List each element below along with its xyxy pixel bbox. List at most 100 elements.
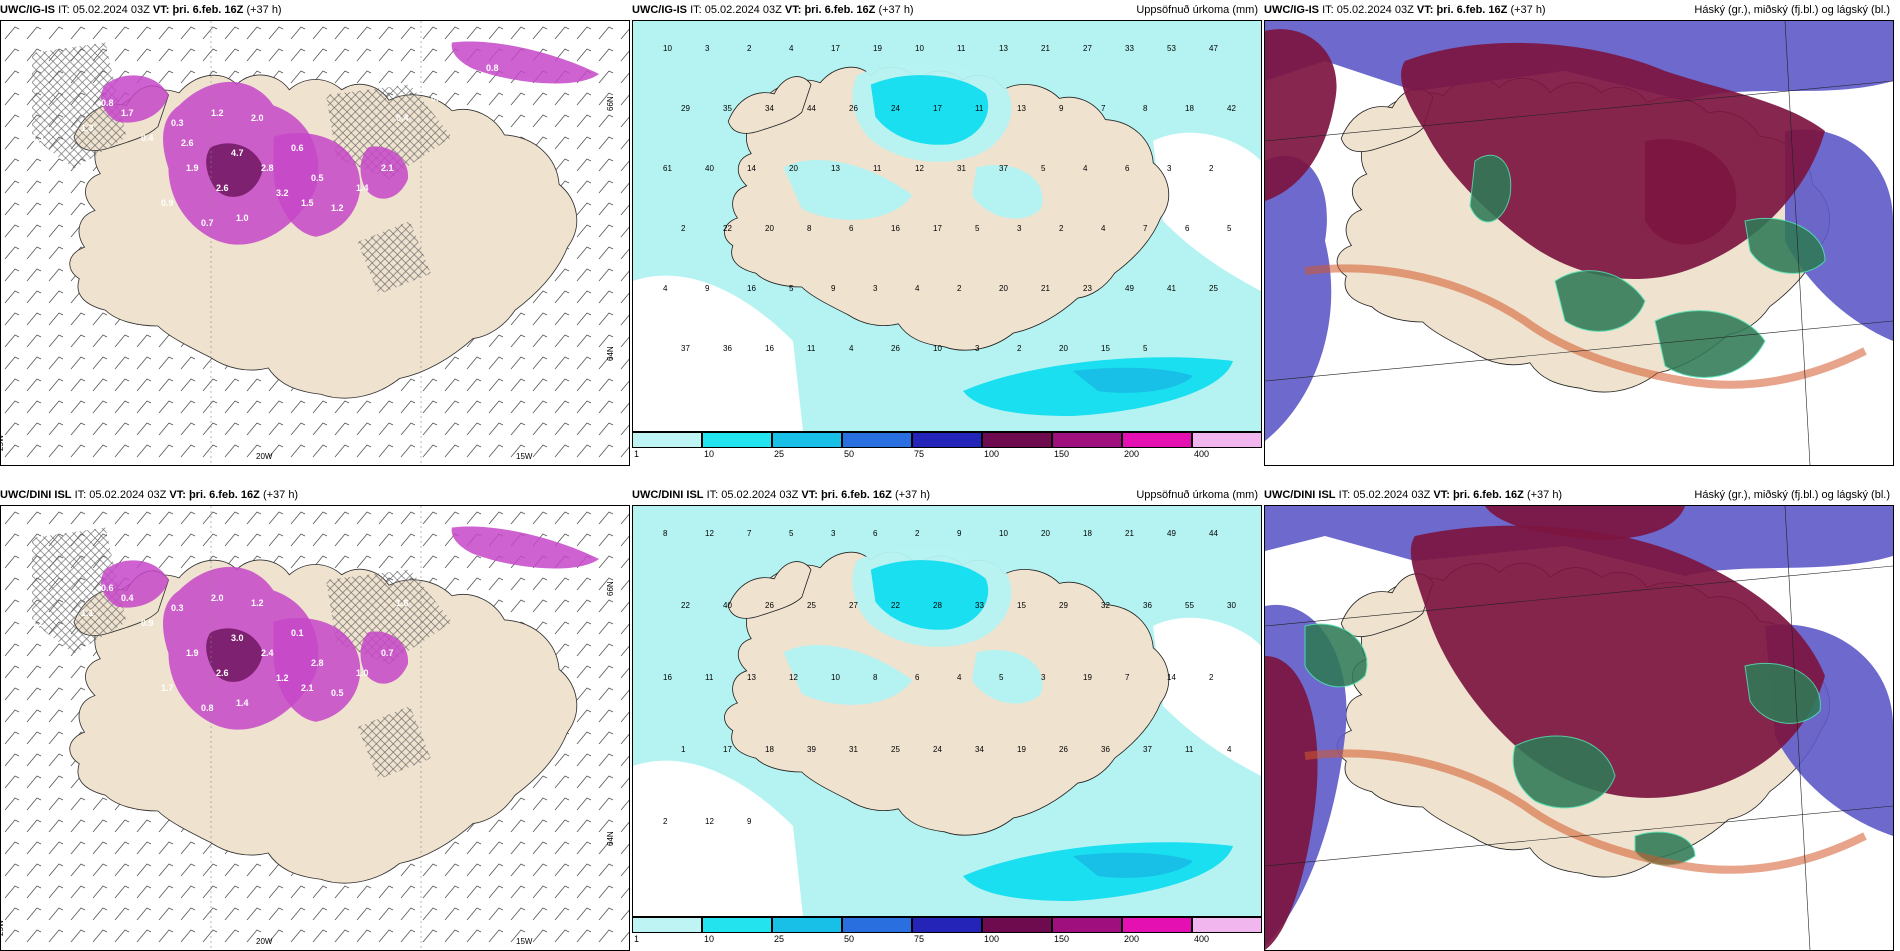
accum-value-label: 15 — [1017, 601, 1026, 610]
lead-time: (+37 h) — [894, 489, 931, 501]
accum-value-label: 18 — [765, 745, 774, 754]
grid-line — [1265, 805, 1893, 867]
colorbar-swatch — [1052, 432, 1122, 448]
accum-value-label: 11 — [873, 164, 882, 173]
precip-value-label: 1.6 — [396, 598, 409, 608]
colorbar-swatch — [772, 432, 842, 448]
accum-value-label: 2 — [1209, 164, 1214, 173]
colorbar-tick-label: 200 — [1124, 449, 1140, 459]
axis-label: 20W — [256, 937, 273, 946]
accum-value-label: 12 — [705, 529, 714, 538]
colorbar-tick-label: 200 — [1124, 934, 1140, 944]
model-name: UWC/DINI ISL — [0, 489, 72, 501]
it-value: 05.02.2024 03Z — [1353, 489, 1431, 501]
model-name: UWC/IG-IS — [0, 4, 55, 16]
accum-value-label: 20 — [765, 224, 774, 233]
precip-value-label: 2.6 — [216, 668, 229, 678]
accum-value-label: 3 — [1167, 164, 1172, 173]
accum-value-label: 26 — [1059, 745, 1068, 754]
accum-value-label: 25 — [1209, 284, 1218, 293]
accum-value-label: 16 — [891, 224, 900, 233]
accum-value-label: 9 — [705, 284, 710, 293]
vt-label: VT: — [152, 4, 170, 16]
accum-value-label: 27 — [849, 601, 858, 610]
accum-value-label: 2 — [747, 44, 752, 53]
accum-value-label: 2 — [1209, 673, 1214, 682]
accum-value-label: 24 — [891, 104, 900, 113]
accum-value-label: 42 — [1227, 104, 1236, 113]
accum-value-label: 39 — [807, 745, 816, 754]
precip-value-label: 0.9 — [141, 618, 154, 628]
accum-value-label: 18 — [1083, 529, 1092, 538]
accum-value-label: 12 — [789, 673, 798, 682]
vt-value: þri. 6.feb. 16Z — [172, 4, 244, 16]
accum-value-label: 4 — [849, 344, 854, 353]
accum-value-label: 9 — [1059, 104, 1064, 113]
precip-value-label: 1.4 — [236, 698, 249, 708]
accum-value-label: 10 — [933, 344, 942, 353]
precip-value-label: 0.5 — [331, 688, 344, 698]
vt-value: þri. 6.feb. 16Z — [1452, 489, 1524, 501]
accum-value-label: 31 — [849, 745, 858, 754]
low-cloud-area — [1744, 217, 1826, 274]
precip-value-label: 0.3 — [171, 118, 184, 128]
precip-value-label: 2.0 — [251, 113, 264, 123]
colorbar-swatch — [842, 917, 912, 933]
precip-value-label: 0.7 — [201, 218, 214, 228]
accum-value-label: 24 — [933, 745, 942, 754]
vt-label: VT: — [801, 489, 818, 501]
colorbar-swatch — [702, 432, 772, 448]
accum-value-label: 33 — [1125, 44, 1134, 53]
precip-area — [273, 133, 361, 237]
accum-value-label: 44 — [1209, 529, 1218, 538]
accum-value-label: 5 — [1143, 344, 1148, 353]
precip-value-label: 1.1 — [81, 608, 94, 618]
accum-value-label: 16 — [663, 673, 672, 682]
accum-value-label: 19 — [1083, 673, 1092, 682]
colorbar-swatch — [772, 917, 842, 933]
accum-value-label: 11 — [1185, 745, 1194, 754]
precip-value-label: 1.7 — [161, 683, 174, 693]
accum-value-label: 36 — [723, 344, 732, 353]
precip-area — [870, 560, 989, 630]
accum-value-label: 8 — [807, 224, 812, 233]
precip-value-label: 1.0 — [236, 213, 249, 223]
accum-value-label: 20 — [999, 284, 1008, 293]
accum-value-label: 13 — [831, 164, 840, 173]
panel-description: Háský (gr.), miðský (fj.bl.) og lágský (… — [1694, 489, 1890, 501]
model-name: UWC/DINI ISL — [1264, 489, 1336, 501]
accum-value-label: 12 — [915, 164, 924, 173]
accum-value-label: 17 — [933, 224, 942, 233]
precip-value-label: 1.3 — [81, 123, 94, 133]
accum-value-label: 16 — [747, 284, 756, 293]
it-label: IT: — [690, 4, 702, 16]
grid-line — [1265, 80, 1893, 142]
accum-value-label: 22 — [891, 601, 900, 610]
panel-header: UWC/IG-IS IT: 05.02.2024 03Z VT: þri. 6.… — [0, 0, 630, 20]
accum-value-label: 6 — [849, 224, 854, 233]
precip-value-label: 0.4 — [396, 113, 409, 123]
panel-header: UWC/IG-IS IT: 05.02.2024 03Z VT: þri. 6.… — [1264, 0, 1894, 20]
accum-value-label: 3 — [873, 284, 878, 293]
precip-value-label: 0.5 — [311, 173, 324, 183]
panel-description: Uppsöfnuð úrkoma (mm) — [1136, 489, 1258, 501]
accum-value-label: 32 — [1101, 601, 1110, 610]
colorbar-swatch — [1192, 917, 1262, 933]
precip-value-label: 1.9 — [186, 648, 199, 658]
colorbar-tick-label: 50 — [844, 449, 855, 459]
colorbar-tick-label: 75 — [914, 934, 925, 944]
lead-time: (+37 h) — [262, 489, 299, 501]
accum-value-label: 6 — [1125, 164, 1130, 173]
colorbar-swatch — [982, 917, 1052, 933]
vt-label: VT: — [169, 489, 186, 501]
colorbar-swatch — [842, 432, 912, 448]
low-cloud-area — [1554, 270, 1646, 332]
colorbar-swatch — [982, 432, 1052, 448]
precip-area — [360, 631, 409, 684]
high-cloud-area — [1265, 656, 1318, 950]
colorbar-swatch — [632, 432, 702, 448]
accum-value-label: 4 — [1101, 224, 1106, 233]
precip-value-label: 1.5 — [301, 198, 314, 208]
accum-value-label: 23 — [1083, 284, 1092, 293]
accum-value-label: 29 — [1059, 601, 1068, 610]
